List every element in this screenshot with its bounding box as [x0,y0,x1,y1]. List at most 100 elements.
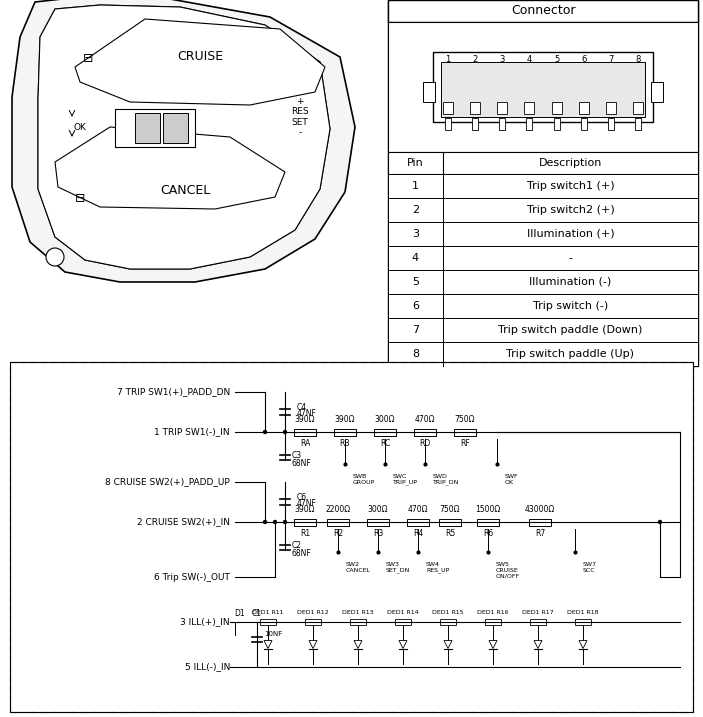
Text: -: - [569,253,572,263]
Text: 47NF: 47NF [297,409,317,419]
Bar [499,118,505,130]
Polygon shape [38,5,330,269]
Text: 2 CRUISE SW2(+)_IN: 2 CRUISE SW2(+)_IN [137,518,230,526]
Text: RC: RC [380,440,390,449]
Polygon shape [489,640,497,648]
Text: 300Ω: 300Ω [368,505,388,515]
Polygon shape [309,640,317,648]
Text: DED1 R15: DED1 R15 [432,609,464,614]
Text: RB: RB [340,440,350,449]
Bar [635,118,641,130]
Bar [579,102,588,114]
Text: 2: 2 [472,55,478,65]
Bar [388,152,698,174]
Bar [524,102,534,114]
Polygon shape [534,640,542,648]
Text: SWF
OK: SWF OK [505,474,519,485]
Text: Connector: Connector [511,4,575,17]
Bar [374,429,396,435]
Text: Illumination (-): Illumination (-) [529,277,612,287]
Bar [388,22,698,152]
Text: ⊟: ⊟ [83,52,93,65]
Bar [115,109,195,147]
Bar [529,518,551,526]
Bar [433,52,653,122]
Text: RF: RF [460,440,470,449]
Text: Pin: Pin [407,158,424,168]
Text: 47NF: 47NF [297,500,317,508]
Bar [606,102,616,114]
Bar [294,518,316,526]
Bar [260,619,276,625]
Bar [454,429,476,435]
Text: 68NF: 68NF [292,458,311,467]
Text: 8: 8 [412,349,419,359]
Bar [581,118,587,130]
Circle shape [659,521,662,523]
Text: SW7
SCC: SW7 SCC [583,562,597,573]
Text: R4: R4 [413,529,423,538]
Text: Trip switch1 (+): Trip switch1 (+) [527,181,614,191]
Text: 4: 4 [527,55,532,65]
Text: 2: 2 [412,205,419,215]
Circle shape [283,521,287,523]
Bar [395,619,411,625]
Bar [163,113,188,143]
Bar [477,518,499,526]
Text: Trip switch2 (+): Trip switch2 (+) [527,205,614,215]
Bar [472,118,478,130]
Text: SW5
CRUISE
ON/OFF: SW5 CRUISE ON/OFF [496,562,520,579]
Text: 6: 6 [412,301,419,311]
Bar [441,62,645,117]
Circle shape [46,248,64,266]
Bar [485,619,501,625]
Text: 8: 8 [636,55,640,65]
Text: DED1 R13: DED1 R13 [342,609,374,614]
Text: R1: R1 [300,529,310,538]
Text: 1500Ω: 1500Ω [475,505,501,515]
Text: 1: 1 [412,181,419,191]
Polygon shape [38,5,330,269]
Polygon shape [399,640,407,648]
Text: R6: R6 [483,529,493,538]
Bar [388,318,698,342]
Text: Description: Description [538,158,602,168]
Text: 390Ω: 390Ω [295,505,315,515]
Text: Trip switch paddle (Up): Trip switch paddle (Up) [506,349,635,359]
Text: 1: 1 [446,55,451,65]
Text: 5 ILL(-)_IN: 5 ILL(-)_IN [185,663,230,672]
Bar [439,518,461,526]
Text: 5: 5 [554,55,559,65]
Bar [608,118,614,130]
Text: 2200Ω: 2200Ω [325,505,351,515]
Text: D1: D1 [235,609,245,619]
Text: CANCEL: CANCEL [160,184,210,196]
Text: R3: R3 [373,529,383,538]
Polygon shape [579,640,587,648]
Circle shape [273,521,276,523]
Text: DED1 R17: DED1 R17 [522,609,554,614]
Text: 4: 4 [412,253,419,263]
Bar [445,118,451,130]
Bar [388,246,698,270]
Text: 3: 3 [412,229,419,239]
Bar [388,0,698,22]
Polygon shape [354,640,362,648]
Text: 390Ω: 390Ω [295,415,315,424]
Bar [388,342,698,366]
Text: 6 Trip SW(-)_OUT: 6 Trip SW(-)_OUT [154,572,230,581]
Text: 5: 5 [412,277,419,287]
Text: R2: R2 [333,529,343,538]
Text: C6: C6 [297,493,307,501]
Bar [633,102,643,114]
Bar [527,118,532,130]
Text: C2: C2 [292,541,302,551]
Text: RD: RD [420,440,431,449]
Text: DED1 R16: DED1 R16 [477,609,509,614]
Bar [440,619,456,625]
Bar [443,102,453,114]
Text: 7: 7 [608,55,614,65]
Text: 470Ω: 470Ω [415,415,435,424]
Text: SW2
CANCEL: SW2 CANCEL [346,562,371,573]
Text: ⊟: ⊟ [75,192,85,206]
